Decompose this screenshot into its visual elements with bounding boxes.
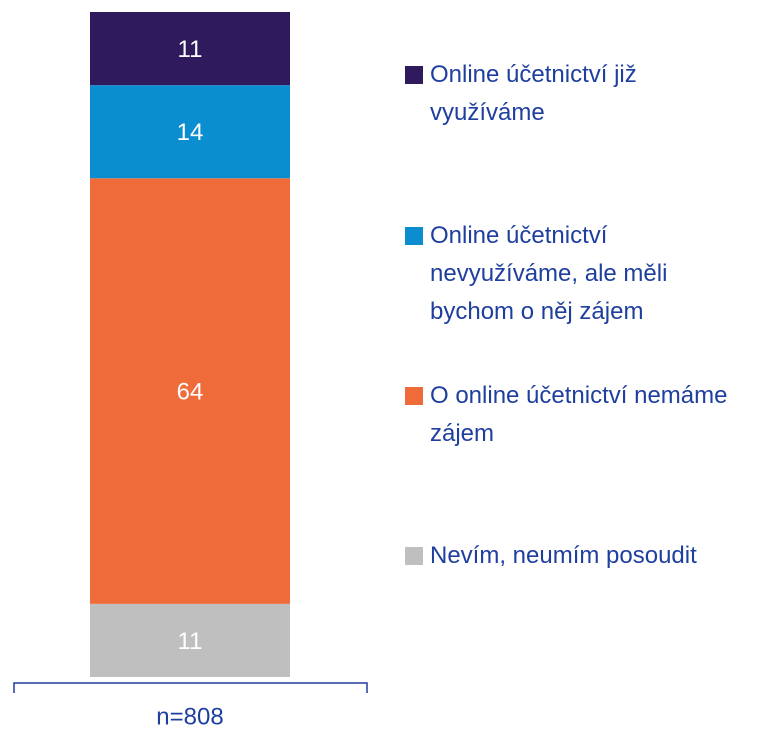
value-label: 14 bbox=[177, 119, 204, 146]
legend-item: O online účetnictví nemáme zájem bbox=[405, 377, 735, 453]
legend-item: Online účetnictví již využíváme bbox=[405, 56, 735, 132]
bar-segment bbox=[90, 603, 290, 677]
category-bracket bbox=[13, 682, 368, 693]
legend-item: Nevím, neumím posoudit bbox=[405, 537, 735, 575]
legend-label: Online účetnictví nevyužíváme, ale měli … bbox=[430, 222, 668, 325]
value-label: 11 bbox=[178, 36, 203, 63]
bar-segment bbox=[90, 178, 290, 604]
value-label: 64 bbox=[177, 378, 204, 405]
bar-segment bbox=[90, 85, 290, 179]
legend-swatch bbox=[405, 387, 423, 405]
x-tick-label: n=808 bbox=[156, 703, 223, 730]
value-label: 11 bbox=[178, 628, 203, 655]
legend-label: O online účetnictví nemáme zájem bbox=[430, 382, 728, 447]
legend-label: Online účetnictví již využíváme bbox=[430, 61, 637, 126]
legend-item: Online účetnictví nevyužíváme, ale měli … bbox=[405, 217, 735, 331]
legend-swatch bbox=[405, 66, 423, 84]
legend-swatch bbox=[405, 227, 423, 245]
legend-label: Nevím, neumím posoudit bbox=[430, 542, 697, 569]
bar-segment bbox=[90, 12, 290, 86]
legend-swatch bbox=[405, 547, 423, 565]
